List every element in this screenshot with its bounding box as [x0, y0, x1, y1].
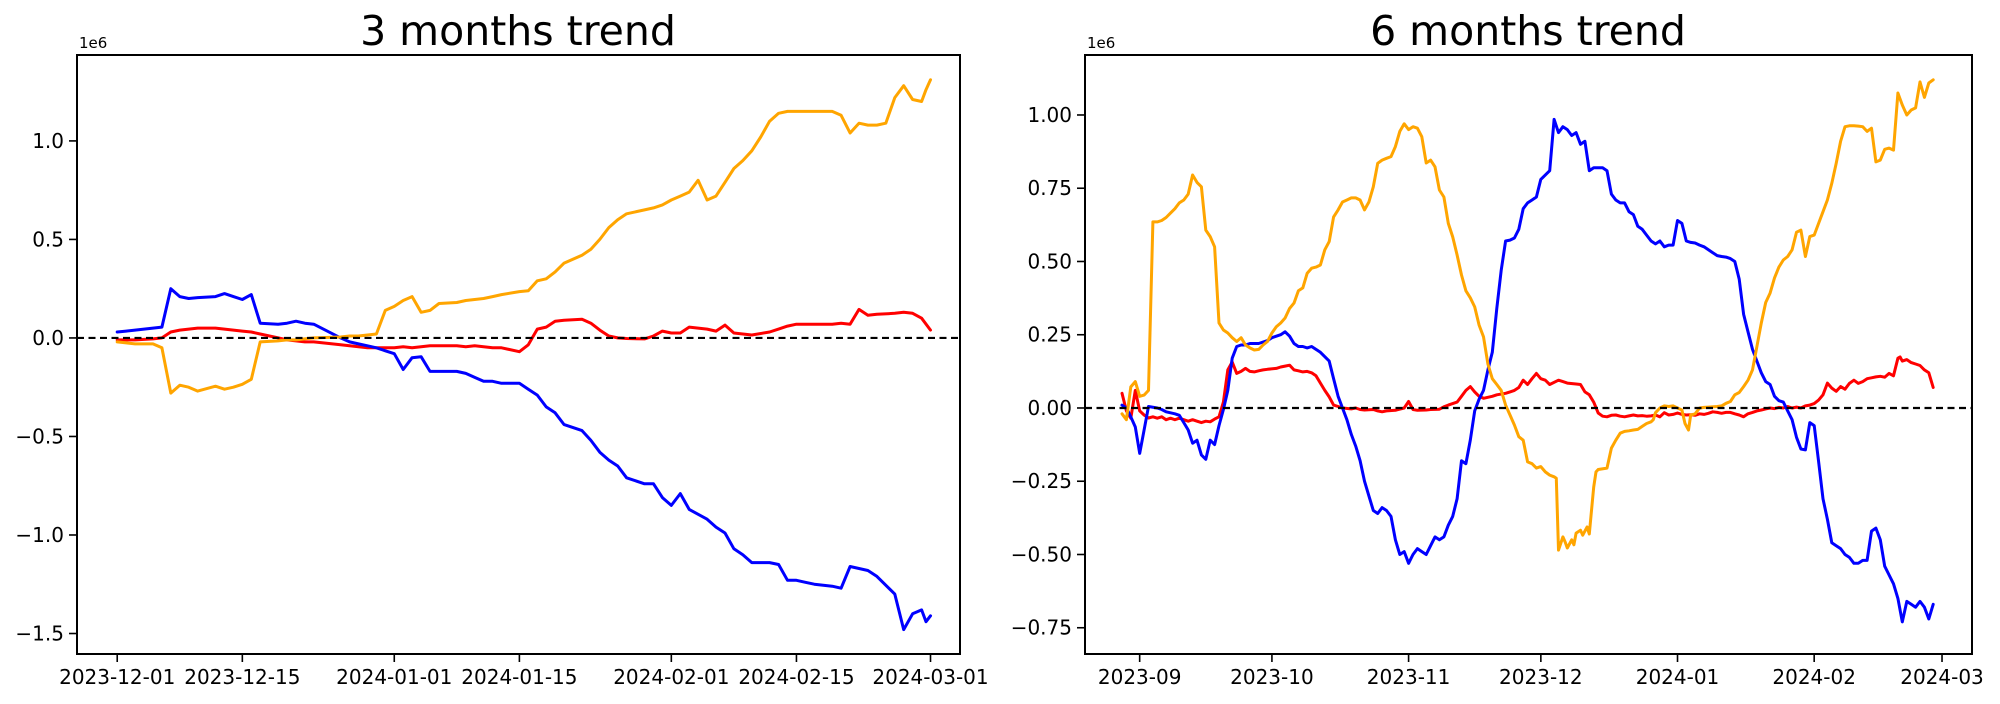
- y-tick-label: 0.00: [1027, 396, 1072, 420]
- y-tick-label: −0.50: [1011, 542, 1072, 566]
- right-axis-offset-label: 1e6: [1087, 34, 1115, 52]
- y-tick-label: 0.75: [1027, 176, 1072, 200]
- plot-border: [76, 54, 961, 655]
- y-tick-label: −1.5: [15, 622, 64, 646]
- y-tick-label: −0.75: [1011, 616, 1072, 640]
- x-tick-label: 2024-03: [1900, 665, 1984, 689]
- y-tick-label: 0.0: [32, 326, 64, 350]
- blue-series-line: [115, 287, 932, 632]
- x-tick-label: 2024-01-01: [336, 665, 452, 689]
- x-tick-label: 2023-12: [1499, 665, 1583, 689]
- left-axis-offset-label: 1e6: [79, 34, 107, 52]
- left-chart-title: 3 months trend: [360, 7, 676, 55]
- red-series-line: [1120, 355, 1935, 425]
- x-tick-label: 2023-12-15: [184, 665, 300, 689]
- x-tick-label: 2024-01-15: [461, 665, 577, 689]
- y-tick-label: 0.5: [32, 227, 64, 251]
- y-tick-label: −0.25: [1011, 469, 1072, 493]
- x-tick-label: 2023-10: [1230, 665, 1314, 689]
- x-tick-label: 2024-02-01: [613, 665, 729, 689]
- x-tick-label: 2024-03-01: [872, 665, 988, 689]
- orange-series-line: [1120, 78, 1935, 552]
- left-plot-area: 2023-12-01 2023-12-15 2024-01-01 2024-01-15…: [15, 54, 989, 689]
- left-chart: 3 months trend 1e6 2023-12-01 2023-12-15 2…: [15, 7, 988, 689]
- y-tick-label: 1.00: [1027, 103, 1072, 127]
- x-tick-label: 2024-02: [1772, 665, 1856, 689]
- x-tick-label: 2023-09: [1098, 665, 1182, 689]
- right-chart: 6 months trend 1e6 2023-09 2023-10 2023-11…: [1011, 7, 1984, 689]
- y-tick-label: 0.25: [1027, 323, 1072, 347]
- x-tick-label: 2024-01: [1636, 665, 1720, 689]
- y-tick-label: 0.50: [1027, 249, 1072, 273]
- x-tick-label: 2024-02-15: [738, 665, 854, 689]
- right-chart-title: 6 months trend: [1370, 7, 1686, 55]
- red-series-line: [115, 307, 932, 354]
- y-tick-label: 1.0: [32, 129, 64, 153]
- right-plot-area: 2023-09 2023-10 2023-11 2023-12 2024-01 2024-…: [1011, 54, 1984, 689]
- x-tick-label: 2023-11: [1367, 665, 1451, 689]
- x-tick-label: 2023-12-01: [59, 665, 175, 689]
- y-tick-label: −1.0: [15, 523, 64, 547]
- orange-series-line: [115, 78, 932, 395]
- y-tick-label: −0.5: [15, 424, 64, 448]
- plot-border: [1084, 54, 1973, 655]
